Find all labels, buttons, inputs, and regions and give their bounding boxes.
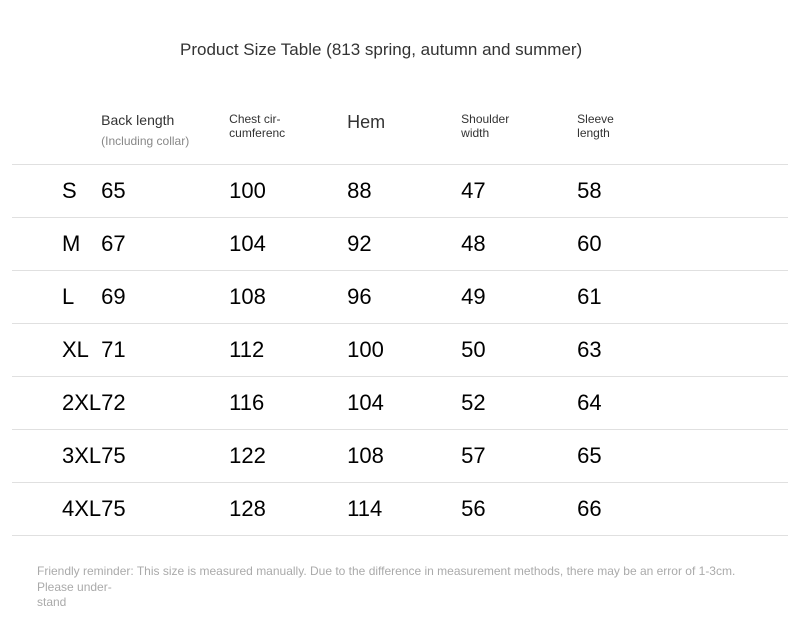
page-title: Product Size Table (813 spring, autumn a… <box>180 40 788 60</box>
cell-size: XL <box>12 324 101 377</box>
cell-size: S <box>12 165 101 218</box>
cell-back: 69 <box>101 271 229 324</box>
cell-back: 75 <box>101 430 229 483</box>
cell-hem: 100 <box>347 324 461 377</box>
header-hem: Hem <box>347 112 461 165</box>
cell-sleeve: 64 <box>577 377 788 430</box>
header-chest: Chest cir- cumferenc <box>229 112 347 165</box>
cell-shoulder: 47 <box>461 165 577 218</box>
cell-chest: 104 <box>229 218 347 271</box>
table-row: S 65 100 88 47 58 <box>12 165 788 218</box>
cell-shoulder: 52 <box>461 377 577 430</box>
table-body: S 65 100 88 47 58 M 67 104 92 48 60 L 69… <box>12 165 788 536</box>
cell-chest: 128 <box>229 483 347 536</box>
cell-back: 67 <box>101 218 229 271</box>
table-row: M 67 104 92 48 60 <box>12 218 788 271</box>
cell-sleeve: 60 <box>577 218 788 271</box>
cell-shoulder: 57 <box>461 430 577 483</box>
cell-hem: 108 <box>347 430 461 483</box>
cell-shoulder: 56 <box>461 483 577 536</box>
footnote-text: Friendly reminder: This size is measured… <box>12 564 788 611</box>
cell-back: 72 <box>101 377 229 430</box>
cell-size: M <box>12 218 101 271</box>
cell-back: 65 <box>101 165 229 218</box>
cell-size: L <box>12 271 101 324</box>
table-row: 2XL 72 116 104 52 64 <box>12 377 788 430</box>
cell-sleeve: 63 <box>577 324 788 377</box>
table-row: L 69 108 96 49 61 <box>12 271 788 324</box>
cell-size: 3XL <box>12 430 101 483</box>
cell-back: 71 <box>101 324 229 377</box>
header-sleeve-label: Sleeve length <box>577 112 788 141</box>
cell-sleeve: 65 <box>577 430 788 483</box>
header-back-label: Back length <box>101 112 229 128</box>
table-header-row: Back length (Including collar) Chest cir… <box>12 112 788 165</box>
table-row: XL 71 112 100 50 63 <box>12 324 788 377</box>
cell-sleeve: 58 <box>577 165 788 218</box>
cell-shoulder: 48 <box>461 218 577 271</box>
size-table: Back length (Including collar) Chest cir… <box>12 112 788 536</box>
cell-shoulder: 50 <box>461 324 577 377</box>
cell-shoulder: 49 <box>461 271 577 324</box>
cell-hem: 88 <box>347 165 461 218</box>
cell-chest: 100 <box>229 165 347 218</box>
table-row: 3XL 75 122 108 57 65 <box>12 430 788 483</box>
cell-sleeve: 66 <box>577 483 788 536</box>
header-shoulder-label: Shoulder width <box>461 112 577 141</box>
header-back-length: Back length (Including collar) <box>101 112 229 165</box>
cell-chest: 112 <box>229 324 347 377</box>
header-hem-label: Hem <box>347 112 461 133</box>
cell-size: 2XL <box>12 377 101 430</box>
table-row: 4XL 75 128 114 56 66 <box>12 483 788 536</box>
header-chest-label: Chest cir- cumferenc <box>229 112 347 141</box>
header-back-sublabel: (Including collar) <box>101 134 229 148</box>
cell-chest: 122 <box>229 430 347 483</box>
cell-hem: 104 <box>347 377 461 430</box>
cell-hem: 96 <box>347 271 461 324</box>
header-size <box>12 112 101 165</box>
header-shoulder: Shoulder width <box>461 112 577 165</box>
cell-hem: 114 <box>347 483 461 536</box>
cell-size: 4XL <box>12 483 101 536</box>
cell-sleeve: 61 <box>577 271 788 324</box>
header-sleeve: Sleeve length <box>577 112 788 165</box>
cell-hem: 92 <box>347 218 461 271</box>
cell-chest: 108 <box>229 271 347 324</box>
cell-back: 75 <box>101 483 229 536</box>
cell-chest: 116 <box>229 377 347 430</box>
